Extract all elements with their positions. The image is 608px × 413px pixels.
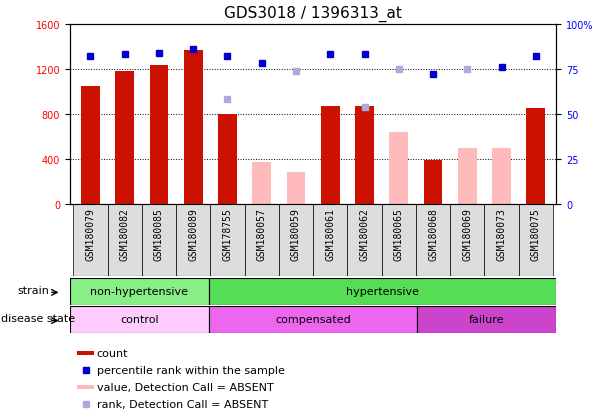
Text: GSM180089: GSM180089: [188, 208, 198, 261]
FancyBboxPatch shape: [347, 204, 382, 277]
Text: value, Detection Call = ABSENT: value, Detection Call = ABSENT: [97, 382, 274, 392]
Text: hypertensive: hypertensive: [346, 286, 419, 297]
Bar: [458, 148, 477, 204]
FancyBboxPatch shape: [450, 204, 485, 277]
Text: GSM180059: GSM180059: [291, 208, 301, 261]
Text: count: count: [97, 348, 128, 358]
Bar: [116, 71, 134, 204]
Bar: [184, 51, 202, 204]
FancyBboxPatch shape: [244, 204, 279, 277]
Bar: [527, 109, 545, 204]
Text: non-hypertensive: non-hypertensive: [91, 286, 188, 297]
Text: GSM180082: GSM180082: [120, 208, 130, 261]
Bar: [286, 173, 305, 204]
Text: GSM180079: GSM180079: [86, 208, 95, 261]
Bar: [321, 107, 340, 204]
Bar: [492, 148, 511, 204]
Bar: [77, 385, 94, 389]
FancyBboxPatch shape: [279, 204, 313, 277]
FancyBboxPatch shape: [142, 204, 176, 277]
FancyBboxPatch shape: [70, 278, 209, 305]
Text: GSM180062: GSM180062: [359, 208, 370, 261]
Text: control: control: [120, 314, 159, 325]
Bar: [77, 351, 94, 355]
Text: GSM180085: GSM180085: [154, 208, 164, 261]
FancyBboxPatch shape: [210, 204, 244, 277]
Bar: [424, 161, 443, 204]
FancyBboxPatch shape: [519, 204, 553, 277]
FancyBboxPatch shape: [209, 306, 417, 333]
Text: GSM180068: GSM180068: [428, 208, 438, 261]
Text: GSM180057: GSM180057: [257, 208, 267, 261]
Bar: [218, 114, 237, 204]
Text: compensated: compensated: [275, 314, 351, 325]
FancyBboxPatch shape: [74, 204, 108, 277]
Text: failure: failure: [469, 314, 505, 325]
FancyBboxPatch shape: [70, 306, 209, 333]
FancyBboxPatch shape: [176, 204, 210, 277]
FancyBboxPatch shape: [382, 204, 416, 277]
Text: strain: strain: [18, 285, 49, 295]
Text: rank, Detection Call = ABSENT: rank, Detection Call = ABSENT: [97, 399, 268, 409]
FancyBboxPatch shape: [108, 204, 142, 277]
FancyBboxPatch shape: [209, 278, 556, 305]
Text: GSM178755: GSM178755: [223, 208, 232, 261]
Bar: [389, 133, 408, 204]
Text: disease state: disease state: [1, 313, 75, 323]
Bar: [81, 87, 100, 204]
Text: GSM180075: GSM180075: [531, 208, 541, 261]
Text: GSM180061: GSM180061: [325, 208, 335, 261]
FancyBboxPatch shape: [416, 204, 450, 277]
Text: GSM180069: GSM180069: [462, 208, 472, 261]
FancyBboxPatch shape: [417, 306, 556, 333]
FancyBboxPatch shape: [313, 204, 347, 277]
Title: GDS3018 / 1396313_at: GDS3018 / 1396313_at: [224, 6, 402, 22]
Bar: [150, 66, 168, 204]
Text: GSM180073: GSM180073: [497, 208, 506, 261]
FancyBboxPatch shape: [485, 204, 519, 277]
Text: GSM180065: GSM180065: [394, 208, 404, 261]
Bar: [355, 107, 374, 204]
Text: percentile rank within the sample: percentile rank within the sample: [97, 365, 285, 375]
Bar: [252, 163, 271, 204]
